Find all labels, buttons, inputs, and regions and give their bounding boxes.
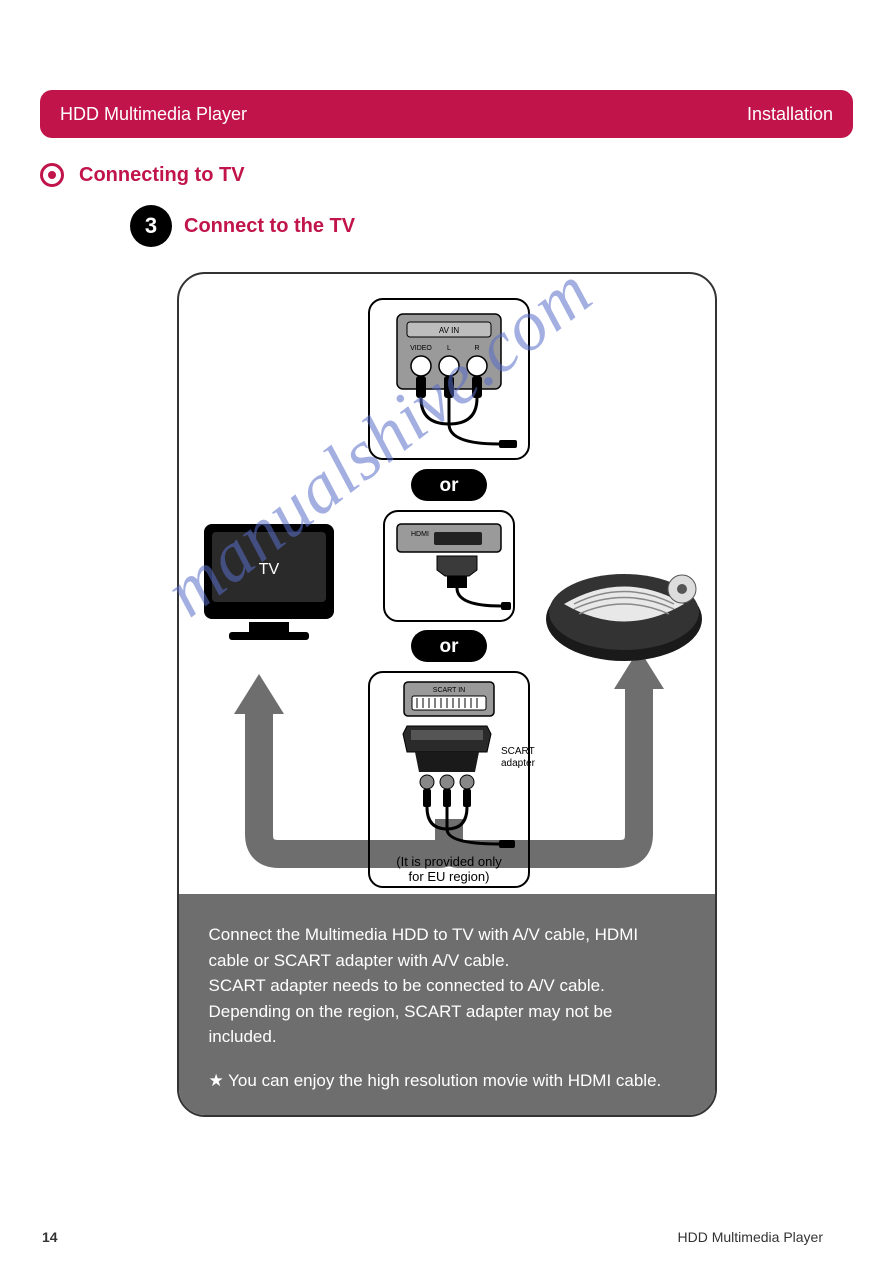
panel-line4: Depending on the region, SCART adapter m…: [209, 999, 685, 1050]
or-pill-2: or: [411, 630, 487, 662]
svg-text:HDMI: HDMI: [411, 531, 429, 538]
or-pill-1: or: [411, 469, 487, 501]
panel-line2: cable or SCART adapter with A/V cable.: [209, 948, 685, 974]
topbar-right: Installation: [747, 104, 833, 125]
avin-box: AV IN VIDEO L R: [369, 299, 529, 459]
step-header: 3 Connect to the TV: [130, 205, 853, 247]
top-bar: HDD Multimedia Player Installation: [40, 90, 853, 138]
svg-text:or: or: [439, 475, 459, 496]
svg-text:or: or: [439, 636, 459, 657]
svg-text:R: R: [474, 345, 479, 352]
svg-text:(It is provided only: (It is provided only: [396, 854, 502, 869]
diagram-area: TV AV IN VIDEO L R: [179, 274, 715, 894]
footer: 14 HDD Multimedia Player: [42, 1229, 823, 1245]
panel-star: ★ You can enjoy the high resolution movi…: [209, 1068, 685, 1094]
step-number-badge: 3: [130, 205, 172, 247]
footer-doc: HDD Multimedia Player: [678, 1229, 823, 1245]
page-number: 14: [42, 1229, 58, 1245]
tv-icon: TV: [204, 524, 334, 640]
panel-line3: SCART adapter needs to be connected to A…: [209, 973, 685, 999]
svg-text:SCART IN: SCART IN: [432, 687, 464, 694]
tv-label: TV: [258, 561, 279, 578]
section-header: Connecting to TV: [40, 163, 853, 187]
svg-text:L: L: [447, 345, 451, 352]
svg-text:for EU region): for EU region): [408, 869, 489, 884]
topbar-left: HDD Multimedia Player: [60, 104, 247, 125]
panel-line1: Connect the Multimedia HDD to TV with A/…: [209, 922, 685, 948]
svg-text:VIDEO: VIDEO: [410, 345, 432, 352]
step-label: Connect to the TV: [184, 215, 355, 238]
section-title: Connecting to TV: [79, 164, 245, 187]
hdmi-box: HDMI: [384, 511, 514, 621]
svg-text:SCART: SCART: [501, 746, 535, 757]
device-icon: [546, 574, 702, 661]
svg-text:adapter: adapter: [501, 758, 536, 769]
diagram-svg: TV AV IN VIDEO L R: [179, 274, 717, 894]
gray-panel: Connect the Multimedia HDD to TV with A/…: [179, 894, 715, 1115]
svg-text:AV IN: AV IN: [438, 326, 459, 335]
bullet-icon: [40, 163, 64, 187]
diagram-card: TV AV IN VIDEO L R: [177, 272, 717, 1117]
